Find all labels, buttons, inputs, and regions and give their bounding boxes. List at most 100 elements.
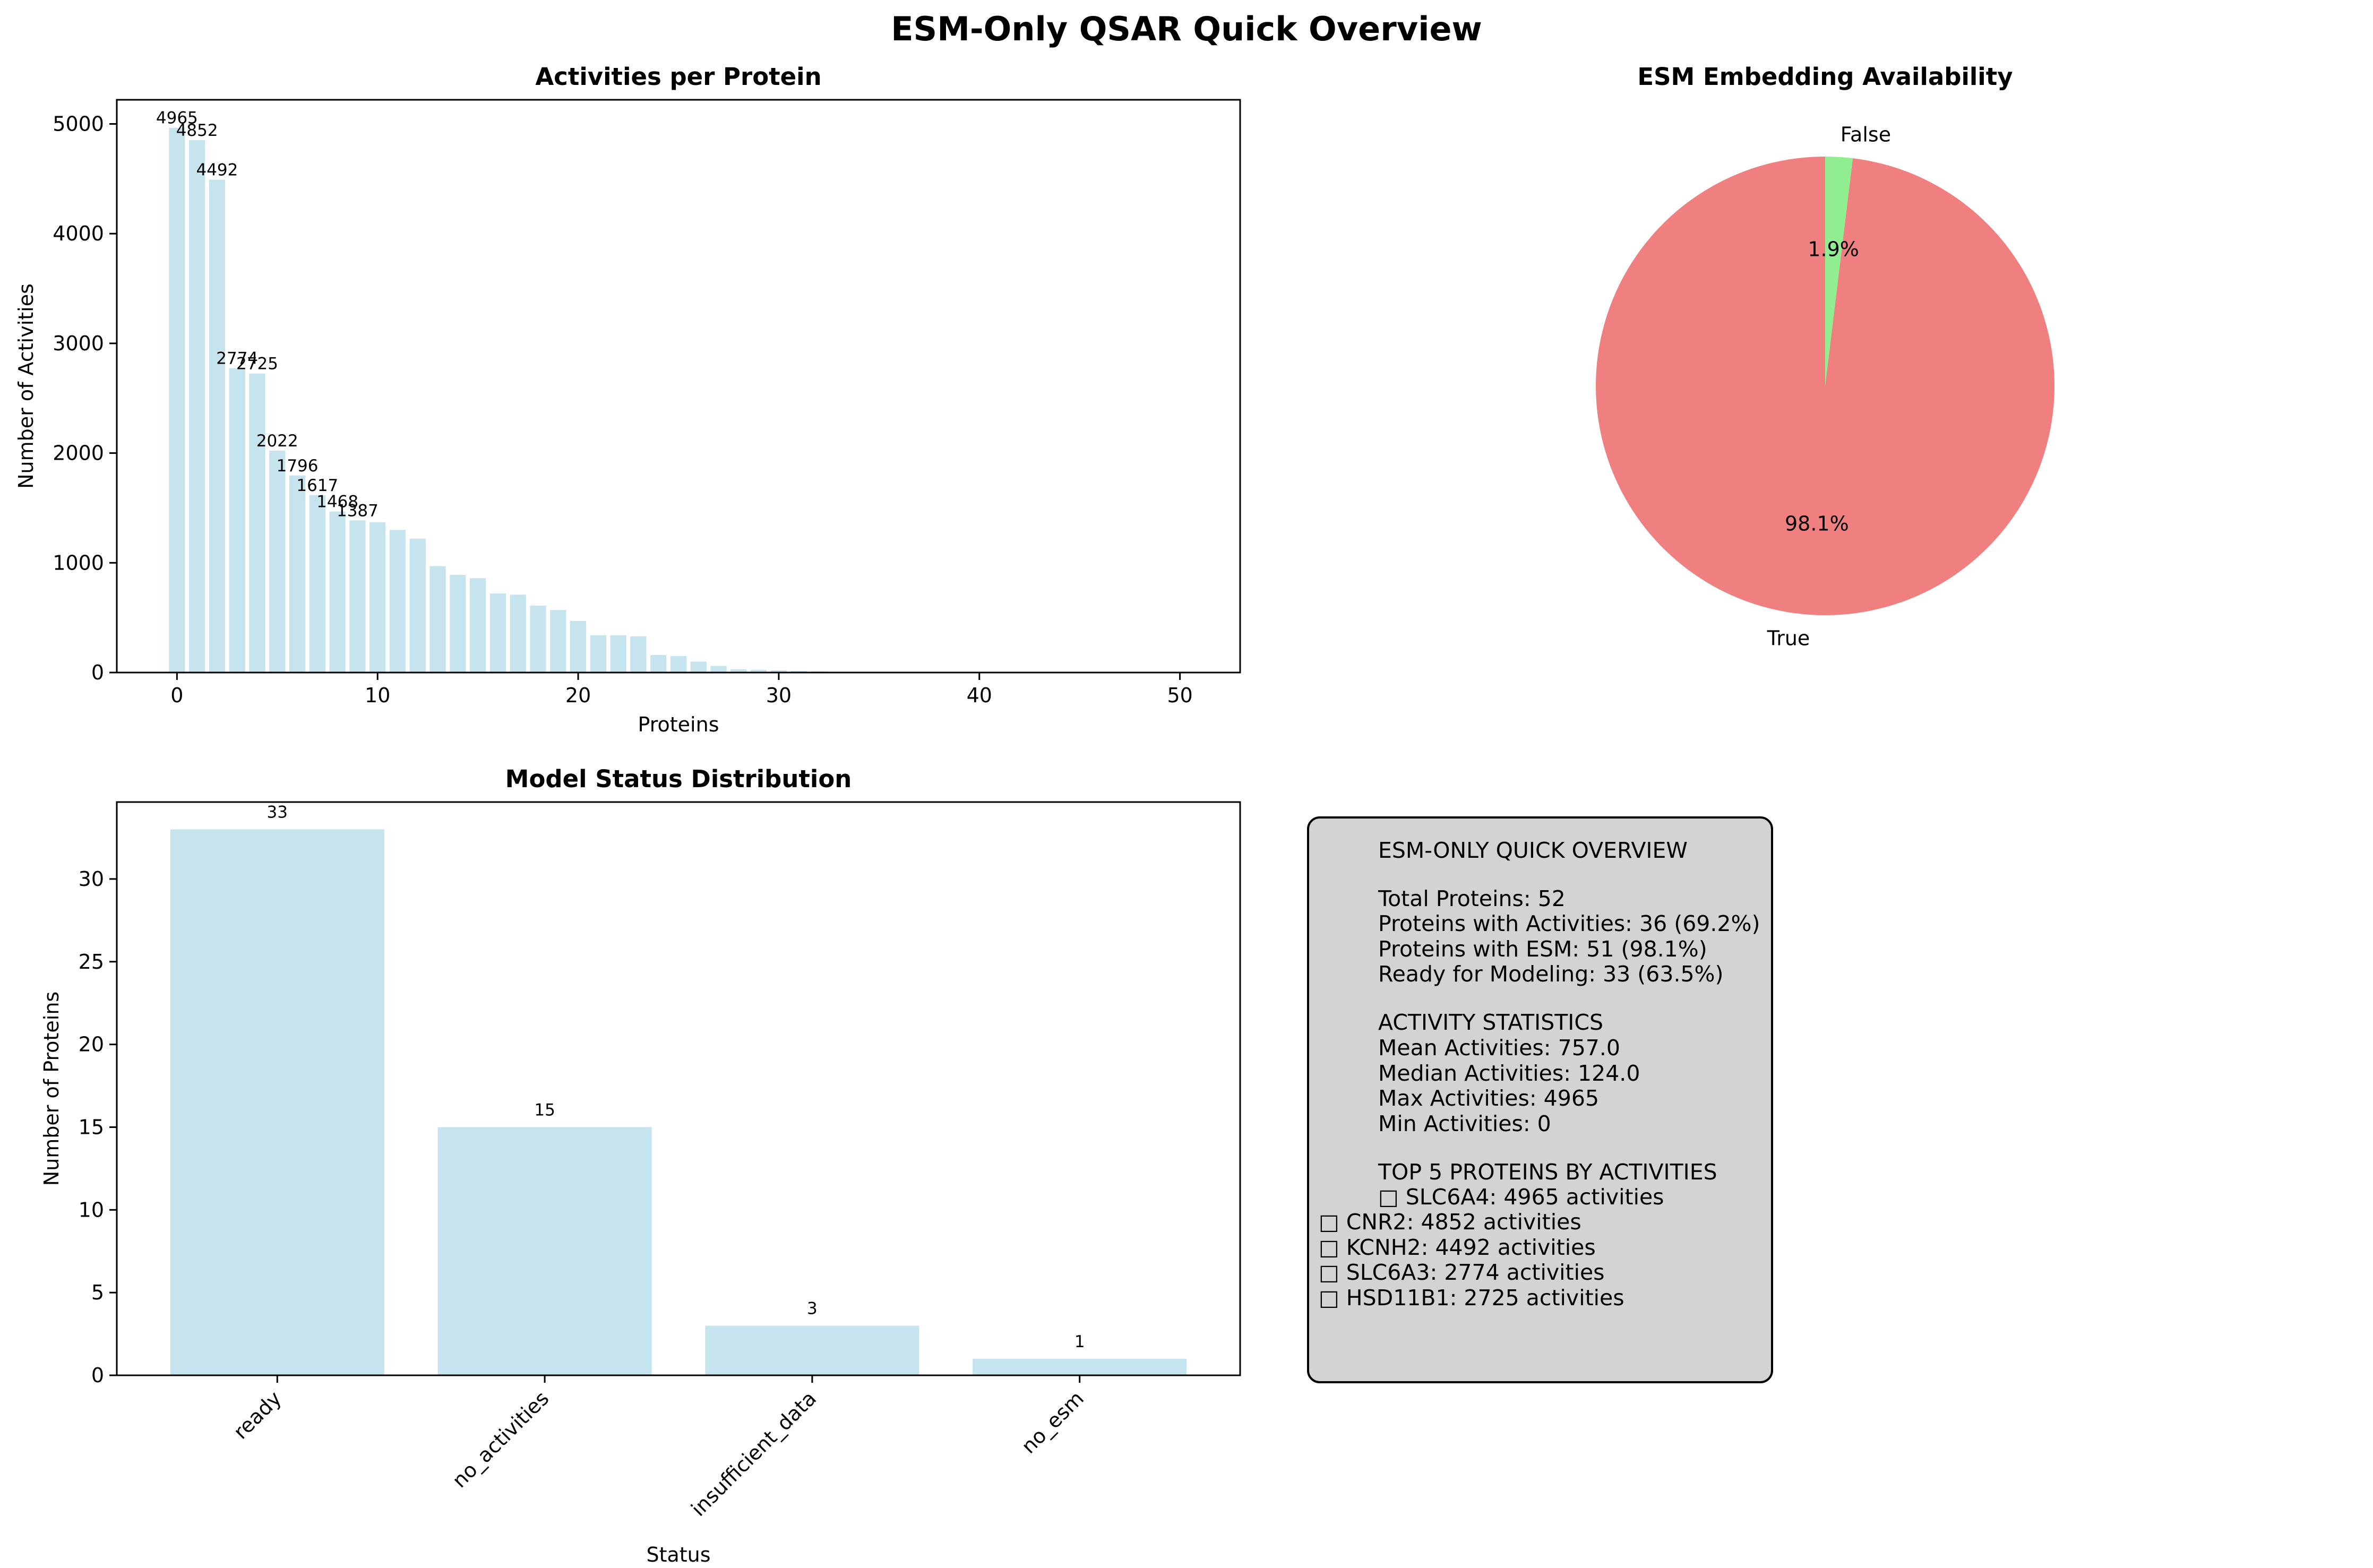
x-tick-label: 20 [565,684,591,707]
pie-label: False [1841,123,1891,147]
x-tick-label: 0 [170,684,183,707]
bar [369,522,386,673]
bar [349,520,366,673]
x-tick-label: no_activities [448,1386,553,1492]
stats-line: □ KCNH2: 4492 activities [1319,1235,1596,1260]
stats-line: TOP 5 PROTEINS BY ACTIVITIES [1378,1159,1717,1185]
data-label: 1387 [337,501,379,520]
x-axis-label: Status [646,1543,710,1566]
bar [169,127,185,673]
stats-line: □ SLC6A4: 4965 activities [1378,1184,1664,1210]
bar [470,578,486,673]
x-tick-label: insufficient_data [686,1386,821,1521]
data-label: 15 [534,1100,555,1119]
bar [329,511,346,673]
x-axis-label: Proteins [638,713,719,736]
x-tick-label: 40 [967,684,992,707]
bar [590,635,606,673]
y-tick-label: 2000 [53,442,104,465]
pie-label: True [1767,626,1810,650]
stats-line: □ CNR2: 4852 activities [1319,1209,1581,1235]
bar [389,530,406,673]
bar [437,1127,652,1375]
data-label: 1796 [277,456,319,476]
data-label: 4492 [196,160,238,179]
bar [630,636,647,673]
bar [705,1325,919,1375]
data-label: 4965 [156,109,198,128]
plot-frame [116,99,1241,674]
data-label: 1617 [296,476,338,495]
pie-percent-label: 1.9% [1808,237,1859,261]
bar [450,575,466,673]
stats-line: Max Activities: 4965 [1378,1085,1600,1111]
stats-line: Median Activities: 124.0 [1378,1061,1640,1086]
stats-line: □ HSD11B1: 2725 activities [1319,1285,1624,1311]
y-axis-label: Number of Activities [14,283,38,489]
figure-title: ESM-Only QSAR Quick Overview [891,10,1482,48]
y-tick-label: 5 [91,1281,104,1304]
bar [790,670,807,673]
bar [189,140,205,673]
y-tick-label: 1000 [53,551,104,574]
data-label: 2774 [216,349,258,368]
stats-line: □ SLC6A3: 2774 activities [1319,1260,1605,1285]
bar [429,566,446,673]
bar [650,654,667,673]
bar [229,368,245,673]
bar [530,605,546,673]
x-tick-label: 30 [766,684,792,707]
chart-title: ESM Embedding Availability [1637,63,2013,91]
x-tick-label: ready [229,1386,286,1444]
bar [309,495,325,673]
stats-line: ACTIVITY STATISTICS [1378,1010,1604,1035]
stats-line: Min Activities: 0 [1378,1111,1551,1136]
bar [269,451,286,673]
stats-line: Ready for Modeling: 33 (63.5%) [1378,961,1724,987]
y-tick-label: 25 [79,950,104,973]
bar [289,475,306,673]
bar [973,1358,1187,1375]
data-label: 4852 [176,121,218,140]
y-tick-label: 20 [79,1033,104,1056]
bar [170,829,384,1375]
y-tick-label: 30 [79,867,104,891]
bar [770,670,787,673]
y-tick-label: 0 [91,1364,104,1387]
stats-line: Mean Activities: 757.0 [1378,1035,1621,1061]
y-tick-label: 10 [79,1198,104,1221]
bar [550,610,566,673]
pie-percent-label: 98.1% [1785,512,1849,536]
stats-line: Proteins with Activities: 36 (69.2%) [1378,911,1760,936]
stats-line: Proteins with ESM: 51 (98.1%) [1378,936,1707,962]
plot-frame [116,801,1241,1376]
y-axis-label: Number of Proteins [40,992,63,1186]
stats-line: Total Proteins: 52 [1378,886,1566,911]
bar [510,595,526,673]
bar [730,669,747,673]
y-tick-label: 15 [79,1115,104,1139]
bar [409,538,426,673]
chart-title: Activities per Protein [535,63,821,91]
x-tick-label: no_esm [1017,1386,1088,1458]
bar [209,179,226,673]
bar [570,621,587,673]
bar [751,669,767,673]
y-tick-label: 0 [91,661,104,684]
bar [710,666,727,673]
stats-line: ESM-ONLY QUICK OVERVIEW [1378,838,1688,863]
x-tick-label: 50 [1167,684,1192,707]
stats-summary-box: ESM-ONLY QUICK OVERVIEW Total Proteins: 5… [1307,816,1773,1383]
y-tick-label: 3000 [53,332,104,355]
pie-slice [1825,157,1853,386]
data-label: 3 [807,1299,818,1318]
bar [249,373,265,673]
data-label: 1468 [316,493,358,512]
data-label: 1 [1074,1332,1085,1351]
y-tick-label: 4000 [53,222,104,245]
bar [690,661,707,673]
y-tick-label: 5000 [53,112,104,135]
